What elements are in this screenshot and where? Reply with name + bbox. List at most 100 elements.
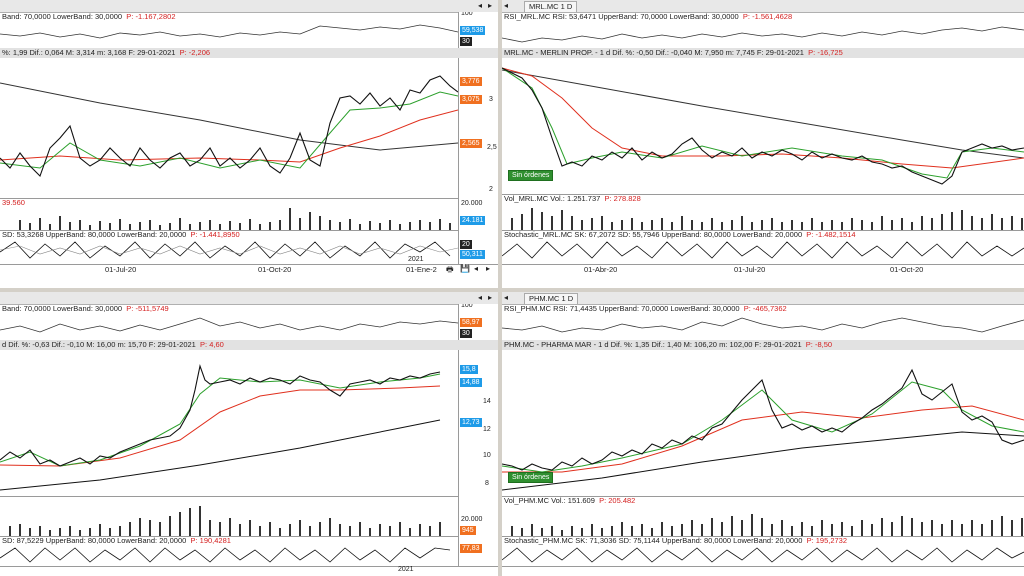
rsi-header: RSI_MRL.MC RSI: 53,6471 UpperBand: 70,00…: [504, 12, 793, 21]
orders-status-button[interactable]: Sin órdenes: [508, 472, 554, 483]
volume-bars: [511, 514, 1023, 536]
stochastic-header: SD: 87,5229 UpperBand: 80,0000 LowerBand…: [2, 536, 231, 545]
stochastic-value-badge: 77,83: [460, 544, 482, 553]
stochastic-pane: Stochastic_PHM.MC SK: 71,3036 SD: 75,114…: [502, 536, 1024, 567]
scroll-right-icon[interactable]: ▸: [488, 1, 493, 10]
stochastic-header: Stochastic_MRL.MC SK: 67,2072 SD: 55,794…: [504, 230, 856, 239]
rsi-y-axis: 100 59,538 30: [458, 12, 498, 48]
time-label: 01-Oct-20: [258, 265, 292, 274]
time-axis: 2021: [0, 566, 498, 576]
price-chart: [0, 75, 458, 198]
price-badge-ma: 3,075: [460, 95, 482, 104]
arrow-right-icon[interactable]: ▸: [486, 264, 491, 273]
time-label: 01-Abr-20: [584, 265, 618, 274]
price-tick: 3: [489, 96, 493, 103]
volume-pane: Vol_PHM.MC Vol.: 151.609 P: 205.482: [502, 496, 1024, 537]
time-label: 01-Oct-20: [890, 265, 924, 274]
stochastic-pane: Stochastic_MRL.MC SK: 67,2072 SD: 55,794…: [502, 230, 1024, 265]
stochastic-lines: [0, 241, 458, 259]
price-pane: %: 1,99 Dif.: 0,064 M: 3,314 m: 3,168 F:…: [0, 48, 498, 199]
price-badge-ma2: 12,73: [460, 418, 482, 427]
year-label: 2021: [398, 566, 414, 573]
chart-window-bottom-left: ◂ ▸ Band: 70,0000 LowerBand: 30,0000 P: …: [0, 292, 498, 576]
volume-y-axis: 20.000 24.181: [458, 198, 498, 230]
price-chart: [502, 67, 1024, 185]
scroll-right-icon[interactable]: ▸: [488, 293, 493, 302]
price-pane: MRL.MC - MERLIN PROP. - 1 d Dif. %: -0,5…: [502, 48, 1024, 195]
volume-pane: Vol_MRL.MC Vol.: 1.251.737 P: 278.828: [502, 194, 1024, 231]
price-y-axis: 3,776 3,075 3 2,565 2,5 2: [458, 48, 498, 198]
price-header: MRL.MC - MERLIN PROP. - 1 d Dif. %: -0,5…: [502, 48, 1024, 58]
stochastic-band-badge: 20: [460, 240, 472, 249]
price-tick: 8: [485, 480, 489, 487]
volume-bars: [19, 208, 451, 230]
price-tick: 12: [483, 426, 491, 433]
price-y-axis: 15,8 14,88 14 12,73 12 10 8: [458, 340, 498, 496]
stochastic-header: SD: 53,3268 UpperBand: 80,0000 LowerBand…: [2, 230, 240, 239]
volume-bars: [9, 506, 441, 536]
rsi-band-badge: 30: [460, 329, 472, 338]
price-tick: 2,5: [487, 144, 497, 151]
chart-window-top-left: ◂ ▸ Band: 70,0000 LowerBand: 30,0000 P: …: [0, 0, 498, 288]
rsi-line: [0, 24, 458, 39]
rsi-value-badge: 59,538: [460, 26, 486, 35]
rsi-header: RSI_PHM.MC RSI: 71,4435 UpperBand: 70,00…: [504, 304, 787, 313]
volume-tick: 20.000: [461, 516, 483, 523]
stochastic-lines: [502, 241, 1024, 259]
time-label: 01-Jul-20: [734, 265, 766, 274]
volume-header: 39.560: [2, 198, 25, 207]
window-titlebar: ◂ PHM.MC 1 D: [502, 292, 1024, 305]
window-titlebar: ◂ ▸: [0, 292, 498, 305]
tab-phm[interactable]: PHM.MC 1 D: [524, 293, 579, 304]
rsi-header: Band: 70,0000 LowerBand: 30,0000 P: -511…: [2, 304, 169, 313]
stochastic-pane: SD: 87,5229 UpperBand: 80,0000 LowerBand…: [0, 536, 498, 567]
scroll-left-icon[interactable]: ◂: [504, 293, 509, 302]
rsi-pane: Band: 70,0000 LowerBand: 30,0000 P: -511…: [0, 304, 498, 341]
volume-badge: 945: [460, 526, 476, 535]
stochastic-y-axis: 77,83: [458, 536, 498, 566]
rsi-band-badge: 30: [460, 37, 472, 46]
save-icon[interactable]: 💾: [460, 264, 470, 273]
tab-mrl[interactable]: MRL.MC 1 D: [524, 1, 578, 12]
volume-pane: 20.000 945: [0, 496, 498, 537]
scroll-left-icon[interactable]: ◂: [504, 1, 509, 10]
rsi-pane: Band: 70,0000 LowerBand: 30,0000 P: -1.1…: [0, 12, 498, 49]
rsi-y-axis: 100 58,97 30: [458, 304, 498, 340]
chart-window-mrl: ◂ MRL.MC 1 D RSI_MRL.MC RSI: 53,6471 Upp…: [502, 0, 1024, 288]
volume-header: Vol_MRL.MC Vol.: 1.251.737 P: 278.828: [504, 194, 641, 203]
volume-pane: 39.560 20.000 24.181: [0, 198, 498, 231]
price-tick: 10: [483, 452, 491, 459]
price-badge-ma2: 2,565: [460, 139, 482, 148]
rsi-line: [0, 317, 458, 333]
rsi-value-badge: 58,97: [460, 318, 482, 327]
chart-window-phm: ◂ PHM.MC 1 D RSI_PHM.MC RSI: 71,4435 Upp…: [502, 292, 1024, 576]
price-header: d Dif. %: -0,63 Dif.: -0,10 M: 16,00 m: …: [0, 340, 498, 350]
scroll-left-icon[interactable]: ◂: [478, 1, 483, 10]
price-tick: 14: [483, 398, 491, 405]
time-axis: 01-Abr-20 01-Jul-20 01-Oct-20: [502, 264, 1024, 276]
volume-badge: 24.181: [460, 216, 486, 225]
stochastic-lines: [0, 547, 451, 563]
stochastic-value-badge: 50,311: [460, 250, 485, 259]
stochastic-pane: SD: 53,3268 UpperBand: 80,0000 LowerBand…: [0, 230, 498, 265]
price-pane: d Dif. %: -0,63 Dif.: -0,10 M: 16,00 m: …: [0, 340, 498, 497]
orders-status-button[interactable]: Sin órdenes: [508, 170, 554, 181]
arrow-left-icon[interactable]: ◂: [474, 264, 479, 273]
scroll-left-icon[interactable]: ◂: [478, 293, 483, 302]
rsi-tick: 100: [461, 304, 473, 309]
price-tick: 2: [489, 186, 493, 193]
price-badge-last: 15,8: [460, 365, 478, 374]
window-titlebar: ◂ ▸: [0, 0, 498, 13]
rsi-header: Band: 70,0000 LowerBand: 30,0000 P: -1.1…: [2, 12, 176, 21]
price-chart: [502, 368, 1024, 491]
price-pane: PHM.MC - PHARMA MAR - 1 d Dif. %: 1,35 D…: [502, 340, 1024, 497]
price-badge-last: 3,776: [460, 77, 482, 86]
price-header: PHM.MC - PHARMA MAR - 1 d Dif. %: 1,35 D…: [502, 340, 1024, 350]
stochastic-header: Stochastic_PHM.MC SK: 71,3036 SD: 75,114…: [504, 536, 848, 545]
rsi-line: [502, 26, 1024, 43]
price-chart: [0, 363, 441, 491]
chart-settings-icon[interactable]: 🖶: [446, 265, 454, 274]
rsi-tick: 100: [461, 12, 473, 17]
time-axis: 2021 01-Jul-20 01-Oct-20 01-Ene-2 🖶 💾 ◂ …: [0, 256, 498, 276]
